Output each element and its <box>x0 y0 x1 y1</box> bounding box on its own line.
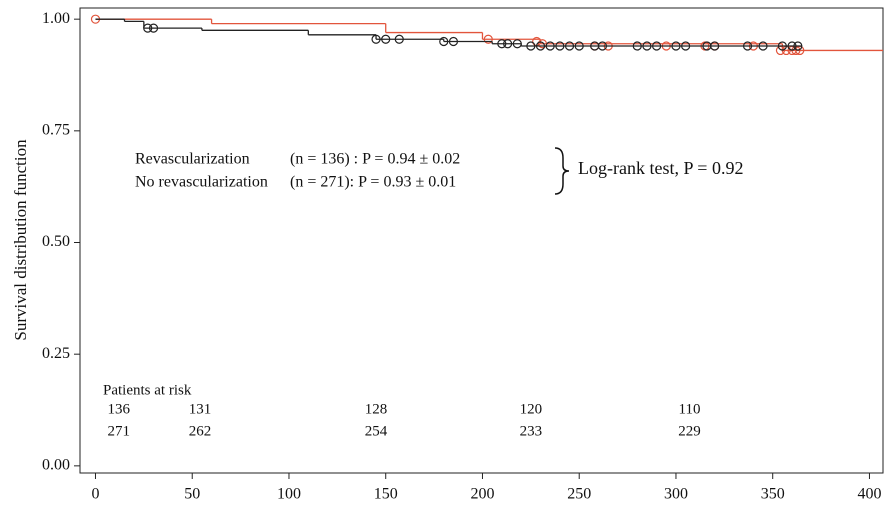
censor-mark <box>710 41 720 51</box>
x-tick-label: 350 <box>761 486 785 503</box>
censor-mark <box>681 41 691 51</box>
legend-stat: (n = 271): P = 0.93 ± 0.01 <box>290 174 456 191</box>
censor-mark <box>777 41 787 51</box>
x-tick-label: 250 <box>567 486 591 503</box>
log-rank-annotation: Log-rank test, P = 0.92 <box>578 158 743 178</box>
x-tick-label: 0 <box>91 486 99 503</box>
y-axis-label: Survival distribution function <box>11 139 30 341</box>
censor-mark <box>742 41 753 51</box>
risk-title: Patients at risk <box>103 382 192 398</box>
censor-mark <box>574 41 584 51</box>
censor-mark <box>439 36 449 47</box>
at-risk-count: 254 <box>365 423 388 439</box>
censor-mark <box>758 41 768 51</box>
at-risk-count: 229 <box>678 423 701 439</box>
censor-mark <box>555 41 565 51</box>
censor-mark <box>503 39 513 49</box>
censor-mark <box>787 41 797 51</box>
at-risk-count: 110 <box>679 401 701 417</box>
censor-mark <box>483 34 493 44</box>
censor-mark <box>448 36 459 47</box>
censor-mark <box>535 41 546 51</box>
censor-mark <box>597 41 608 51</box>
censor-mark <box>512 39 522 49</box>
plot-frame <box>79 7 884 474</box>
at-risk-count: 262 <box>189 423 212 439</box>
y-tick-label: 0.00 <box>42 457 70 474</box>
censor-mark <box>497 39 507 49</box>
x-tick-label: 300 <box>664 486 688 503</box>
censor-mark <box>526 41 536 51</box>
at-risk-count: 271 <box>107 423 130 439</box>
x-tick-label: 150 <box>374 486 398 503</box>
censor-mark <box>652 41 662 51</box>
censor-mark <box>371 34 381 44</box>
at-risk-count: 233 <box>520 423 543 439</box>
y-tick-label: 0.50 <box>42 233 70 250</box>
censor-mark <box>148 23 159 33</box>
x-tick-label: 400 <box>857 486 881 503</box>
y-tick-label: 1.00 <box>42 10 70 27</box>
censor-mark <box>642 41 652 51</box>
legend-stat: (n = 136) : P = 0.94 ± 0.02 <box>290 151 460 168</box>
censor-mark <box>793 41 803 51</box>
at-risk-count: 120 <box>520 401 543 417</box>
x-tick-label: 200 <box>470 486 494 503</box>
censor-mark <box>671 41 681 51</box>
censor-mark <box>545 41 555 51</box>
legend-name: No revascularization <box>135 174 268 191</box>
censor-mark <box>143 23 153 33</box>
censor-mark <box>632 41 642 51</box>
at-risk-count: 131 <box>189 401 212 417</box>
at-risk-count: 128 <box>365 401 388 417</box>
censor-mark <box>564 41 575 51</box>
x-tick-label: 50 <box>184 486 200 503</box>
brace <box>554 147 570 195</box>
at-risk-count: 136 <box>107 401 130 417</box>
y-tick-label: 0.75 <box>42 122 70 139</box>
x-tick-label: 100 <box>277 486 301 503</box>
legend-name: Revascularization <box>135 151 250 168</box>
y-tick-label: 0.25 <box>42 345 70 362</box>
censor-mark <box>394 34 404 44</box>
censor-mark <box>381 34 391 44</box>
